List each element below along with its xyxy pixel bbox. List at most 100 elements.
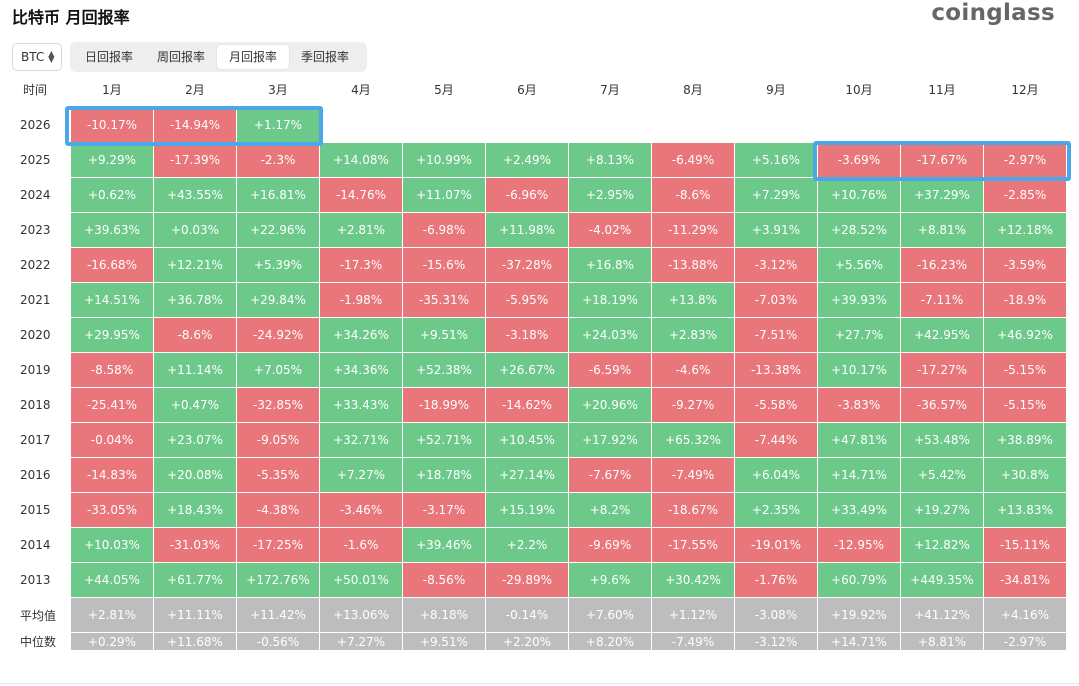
return-cell[interactable]: -13.38% <box>735 353 817 387</box>
return-cell[interactable]: +46.92% <box>984 318 1066 352</box>
return-cell[interactable]: -6.98% <box>403 213 485 247</box>
return-cell[interactable]: -14.62% <box>486 388 568 422</box>
return-cell[interactable]: -5.35% <box>237 458 319 492</box>
return-cell[interactable]: +29.84% <box>237 283 319 317</box>
stat-cell[interactable]: +11.68% <box>154 633 236 650</box>
return-cell[interactable]: -7.11% <box>901 283 983 317</box>
stat-cell[interactable]: -3.08% <box>735 598 817 632</box>
return-cell[interactable]: +9.29% <box>71 143 153 177</box>
return-cell[interactable]: -25.41% <box>71 388 153 422</box>
return-cell[interactable]: -3.83% <box>818 388 900 422</box>
return-cell[interactable]: -37.28% <box>486 248 568 282</box>
return-cell[interactable]: +6.04% <box>735 458 817 492</box>
return-cell[interactable]: +27.14% <box>486 458 568 492</box>
return-cell[interactable]: -1.98% <box>320 283 402 317</box>
tab-daily[interactable]: 日回报率 <box>84 50 133 64</box>
return-cell[interactable]: -5.15% <box>984 388 1066 422</box>
stat-cell[interactable]: +0.29% <box>71 633 153 650</box>
return-cell[interactable]: +8.2% <box>569 493 651 527</box>
return-cell[interactable]: -5.15% <box>984 353 1066 387</box>
return-cell[interactable]: +10.99% <box>403 143 485 177</box>
return-cell[interactable]: +65.32% <box>652 423 734 457</box>
return-cell[interactable]: +28.52% <box>818 213 900 247</box>
return-cell[interactable]: +30.42% <box>652 563 734 597</box>
return-cell[interactable]: -17.39% <box>154 143 236 177</box>
return-cell[interactable]: -8.6% <box>652 178 734 212</box>
return-cell[interactable]: +9.51% <box>403 318 485 352</box>
stat-cell[interactable]: +7.60% <box>569 598 651 632</box>
return-cell[interactable]: +61.77% <box>154 563 236 597</box>
return-cell[interactable]: +2.83% <box>652 318 734 352</box>
return-cell[interactable]: +2.2% <box>486 528 568 562</box>
return-cell[interactable]: +52.71% <box>403 423 485 457</box>
return-cell[interactable]: +13.83% <box>984 493 1066 527</box>
return-cell[interactable]: -24.92% <box>237 318 319 352</box>
return-cell[interactable]: +2.95% <box>569 178 651 212</box>
return-cell[interactable]: +52.38% <box>403 353 485 387</box>
return-cell[interactable]: -8.56% <box>403 563 485 597</box>
return-cell[interactable]: -3.69% <box>818 143 900 177</box>
return-cell[interactable]: -6.49% <box>652 143 734 177</box>
return-cell[interactable]: -7.67% <box>569 458 651 492</box>
return-cell[interactable]: +33.49% <box>818 493 900 527</box>
return-cell[interactable]: -2.97% <box>984 143 1066 177</box>
return-cell[interactable]: -15.6% <box>403 248 485 282</box>
return-cell[interactable]: +34.26% <box>320 318 402 352</box>
stat-cell[interactable]: +8.81% <box>901 633 983 650</box>
return-cell[interactable]: -7.51% <box>735 318 817 352</box>
return-cell[interactable]: +5.42% <box>901 458 983 492</box>
return-cell[interactable]: +0.47% <box>154 388 236 422</box>
return-cell[interactable]: -18.9% <box>984 283 1066 317</box>
return-cell[interactable]: -5.58% <box>735 388 817 422</box>
stat-cell[interactable]: +2.20% <box>486 633 568 650</box>
stat-cell[interactable]: +19.92% <box>818 598 900 632</box>
return-cell[interactable]: +43.55% <box>154 178 236 212</box>
return-cell[interactable]: +11.07% <box>403 178 485 212</box>
return-cell[interactable]: -18.67% <box>652 493 734 527</box>
stat-cell[interactable]: +2.81% <box>71 598 153 632</box>
return-cell[interactable]: +22.96% <box>237 213 319 247</box>
return-cell[interactable]: +33.43% <box>320 388 402 422</box>
return-cell[interactable]: -3.18% <box>486 318 568 352</box>
return-cell[interactable]: +14.71% <box>818 458 900 492</box>
coinglass-logo[interactable]: coinglass <box>931 0 1055 26</box>
stat-cell[interactable]: -0.56% <box>237 633 319 650</box>
return-cell[interactable]: +12.82% <box>901 528 983 562</box>
stat-cell[interactable]: +9.51% <box>403 633 485 650</box>
return-cell[interactable]: -14.76% <box>320 178 402 212</box>
return-cell[interactable]: -16.68% <box>71 248 153 282</box>
return-cell[interactable]: +29.95% <box>71 318 153 352</box>
stat-cell[interactable]: +4.16% <box>984 598 1066 632</box>
return-cell[interactable]: +20.96% <box>569 388 651 422</box>
stat-cell[interactable]: -0.14% <box>486 598 568 632</box>
return-cell[interactable]: +7.27% <box>320 458 402 492</box>
return-cell[interactable]: -9.27% <box>652 388 734 422</box>
return-cell[interactable]: +23.07% <box>154 423 236 457</box>
return-cell[interactable]: +10.45% <box>486 423 568 457</box>
return-cell[interactable]: +19.27% <box>901 493 983 527</box>
stat-cell[interactable]: +41.12% <box>901 598 983 632</box>
return-cell[interactable]: -31.03% <box>154 528 236 562</box>
return-cell[interactable]: -14.83% <box>71 458 153 492</box>
return-cell[interactable]: -12.95% <box>818 528 900 562</box>
return-cell[interactable]: +32.71% <box>320 423 402 457</box>
return-cell[interactable]: +60.79% <box>818 563 900 597</box>
return-cell[interactable]: +2.81% <box>320 213 402 247</box>
return-cell[interactable]: +2.35% <box>735 493 817 527</box>
stat-cell[interactable]: +11.42% <box>237 598 319 632</box>
return-cell[interactable]: +9.6% <box>569 563 651 597</box>
return-cell[interactable]: +16.81% <box>237 178 319 212</box>
return-cell[interactable]: +449.35% <box>901 563 983 597</box>
return-cell[interactable]: +18.78% <box>403 458 485 492</box>
return-cell[interactable]: -9.05% <box>237 423 319 457</box>
return-cell[interactable]: +0.03% <box>154 213 236 247</box>
return-cell[interactable]: -8.58% <box>71 353 153 387</box>
return-cell[interactable]: -1.76% <box>735 563 817 597</box>
return-cell[interactable]: -3.46% <box>320 493 402 527</box>
return-cell[interactable]: +42.95% <box>901 318 983 352</box>
return-cell[interactable]: -11.29% <box>652 213 734 247</box>
return-cell[interactable]: -33.05% <box>71 493 153 527</box>
return-cell[interactable]: +14.08% <box>320 143 402 177</box>
return-cell[interactable]: -17.67% <box>901 143 983 177</box>
return-cell[interactable]: -4.6% <box>652 353 734 387</box>
